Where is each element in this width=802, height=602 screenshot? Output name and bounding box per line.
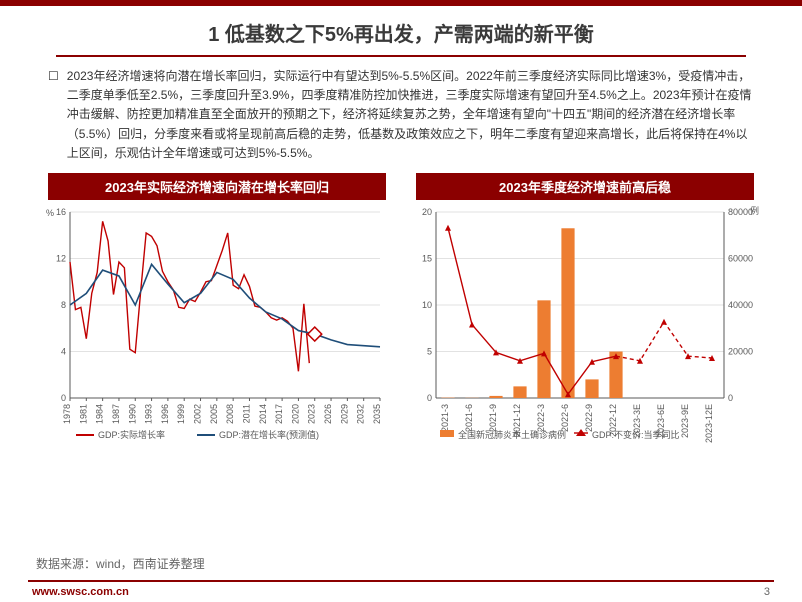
svg-text:2021-6: 2021-6	[464, 404, 474, 432]
svg-text:0: 0	[728, 393, 733, 403]
svg-text:GDP:不变价:当季同比: GDP:不变价:当季同比	[592, 429, 680, 440]
footer-url: www.swsc.com.cn	[32, 586, 129, 598]
svg-text:2014: 2014	[258, 404, 268, 424]
chart-banners: 2023年实际经济增速向潜在增长率回归 2023年季度经济增速前高后稳	[0, 163, 802, 206]
page-number: 3	[764, 586, 770, 598]
body-paragraph: 2023年经济增速将向潜在增长率回归，实际运行中有望达到5%-5.5%区间。20…	[67, 67, 754, 163]
svg-text:12: 12	[56, 253, 66, 263]
svg-text:2032: 2032	[356, 404, 366, 424]
svg-text:1999: 1999	[176, 404, 186, 424]
svg-text:15: 15	[422, 253, 432, 263]
svg-text:2021-9: 2021-9	[488, 404, 498, 432]
svg-text:2002: 2002	[193, 404, 203, 424]
chart-left-banner: 2023年实际经济增速向潜在增长率回归	[48, 173, 386, 200]
svg-text:1996: 1996	[160, 404, 170, 424]
svg-text:GDP:实际增长率: GDP:实际增长率	[98, 429, 165, 440]
svg-text:1981: 1981	[78, 404, 88, 424]
chart-left-svg: % 0 4 8 12 16 1978 1981 1984 1987 1990 1993 1996 1999…	[36, 206, 386, 446]
svg-text:5: 5	[427, 346, 432, 356]
svg-text:20: 20	[422, 207, 432, 217]
chart-right-banner: 2023年季度经济增速前高后稳	[416, 173, 754, 200]
title-underline	[56, 55, 746, 57]
svg-text:全国新冠肺炎本土确诊病例: 全国新冠肺炎本土确诊病例	[458, 429, 566, 440]
svg-text:0: 0	[61, 393, 66, 403]
svg-text:60000: 60000	[728, 253, 753, 263]
chart-left: % 0 4 8 12 16 1978 1981 1984 1987 1990 1993 1996 1999…	[36, 206, 388, 451]
svg-text:80000: 80000	[728, 207, 753, 217]
svg-text:4: 4	[61, 346, 66, 356]
svg-text:2023: 2023	[307, 404, 317, 424]
svg-text:16: 16	[56, 207, 66, 217]
bullet-icon: ☐	[48, 67, 59, 86]
svg-text:1984: 1984	[95, 404, 105, 424]
footer-line	[28, 580, 774, 582]
svg-text:2022-9: 2022-9	[584, 404, 594, 432]
svg-text:2026: 2026	[323, 404, 333, 424]
svg-text:2021-3: 2021-3	[440, 404, 450, 432]
svg-text:2022-3: 2022-3	[536, 404, 546, 432]
svg-text:2023-9E: 2023-9E	[680, 404, 690, 438]
svg-text:2023-12E: 2023-12E	[704, 404, 714, 443]
body-text: ☐ 2023年经济增速将向潜在增长率回归，实际运行中有望达到5%-5.5%区间。…	[0, 67, 802, 163]
chart-right: 例051015200200004000060000800002021-32021…	[406, 206, 766, 451]
svg-text:2020: 2020	[290, 404, 300, 424]
svg-text:1993: 1993	[144, 404, 154, 424]
header-bar	[0, 0, 802, 6]
svg-text:10: 10	[422, 300, 432, 310]
svg-text:2017: 2017	[274, 404, 284, 424]
page-title: 1 低基数之下5%再出发，产需两端的新平衡	[0, 0, 802, 55]
svg-text:1978: 1978	[62, 404, 72, 424]
svg-text:2011: 2011	[241, 404, 251, 423]
svg-text:40000: 40000	[728, 300, 753, 310]
charts-row: % 0 4 8 12 16 1978 1981 1984 1987 1990 1993 1996 1999…	[0, 206, 802, 451]
svg-text:2008: 2008	[225, 404, 235, 424]
svg-text:0: 0	[427, 393, 432, 403]
svg-text:2005: 2005	[209, 404, 219, 424]
svg-text:1990: 1990	[127, 404, 137, 424]
svg-text:1987: 1987	[111, 404, 121, 424]
svg-text:2022-6: 2022-6	[560, 404, 570, 432]
chart-right-svg: 例051015200200004000060000800002021-32021…	[406, 206, 766, 446]
svg-text:20000: 20000	[728, 346, 753, 356]
data-source: 数据来源：wind，西南证券整理	[36, 555, 205, 572]
svg-text:2029: 2029	[339, 404, 349, 424]
svg-text:%: %	[46, 208, 54, 218]
svg-text:GDP:潜在增长率(预测值): GDP:潜在增长率(预测值)	[219, 429, 319, 440]
svg-text:8: 8	[61, 300, 66, 310]
svg-text:2035: 2035	[372, 404, 382, 424]
